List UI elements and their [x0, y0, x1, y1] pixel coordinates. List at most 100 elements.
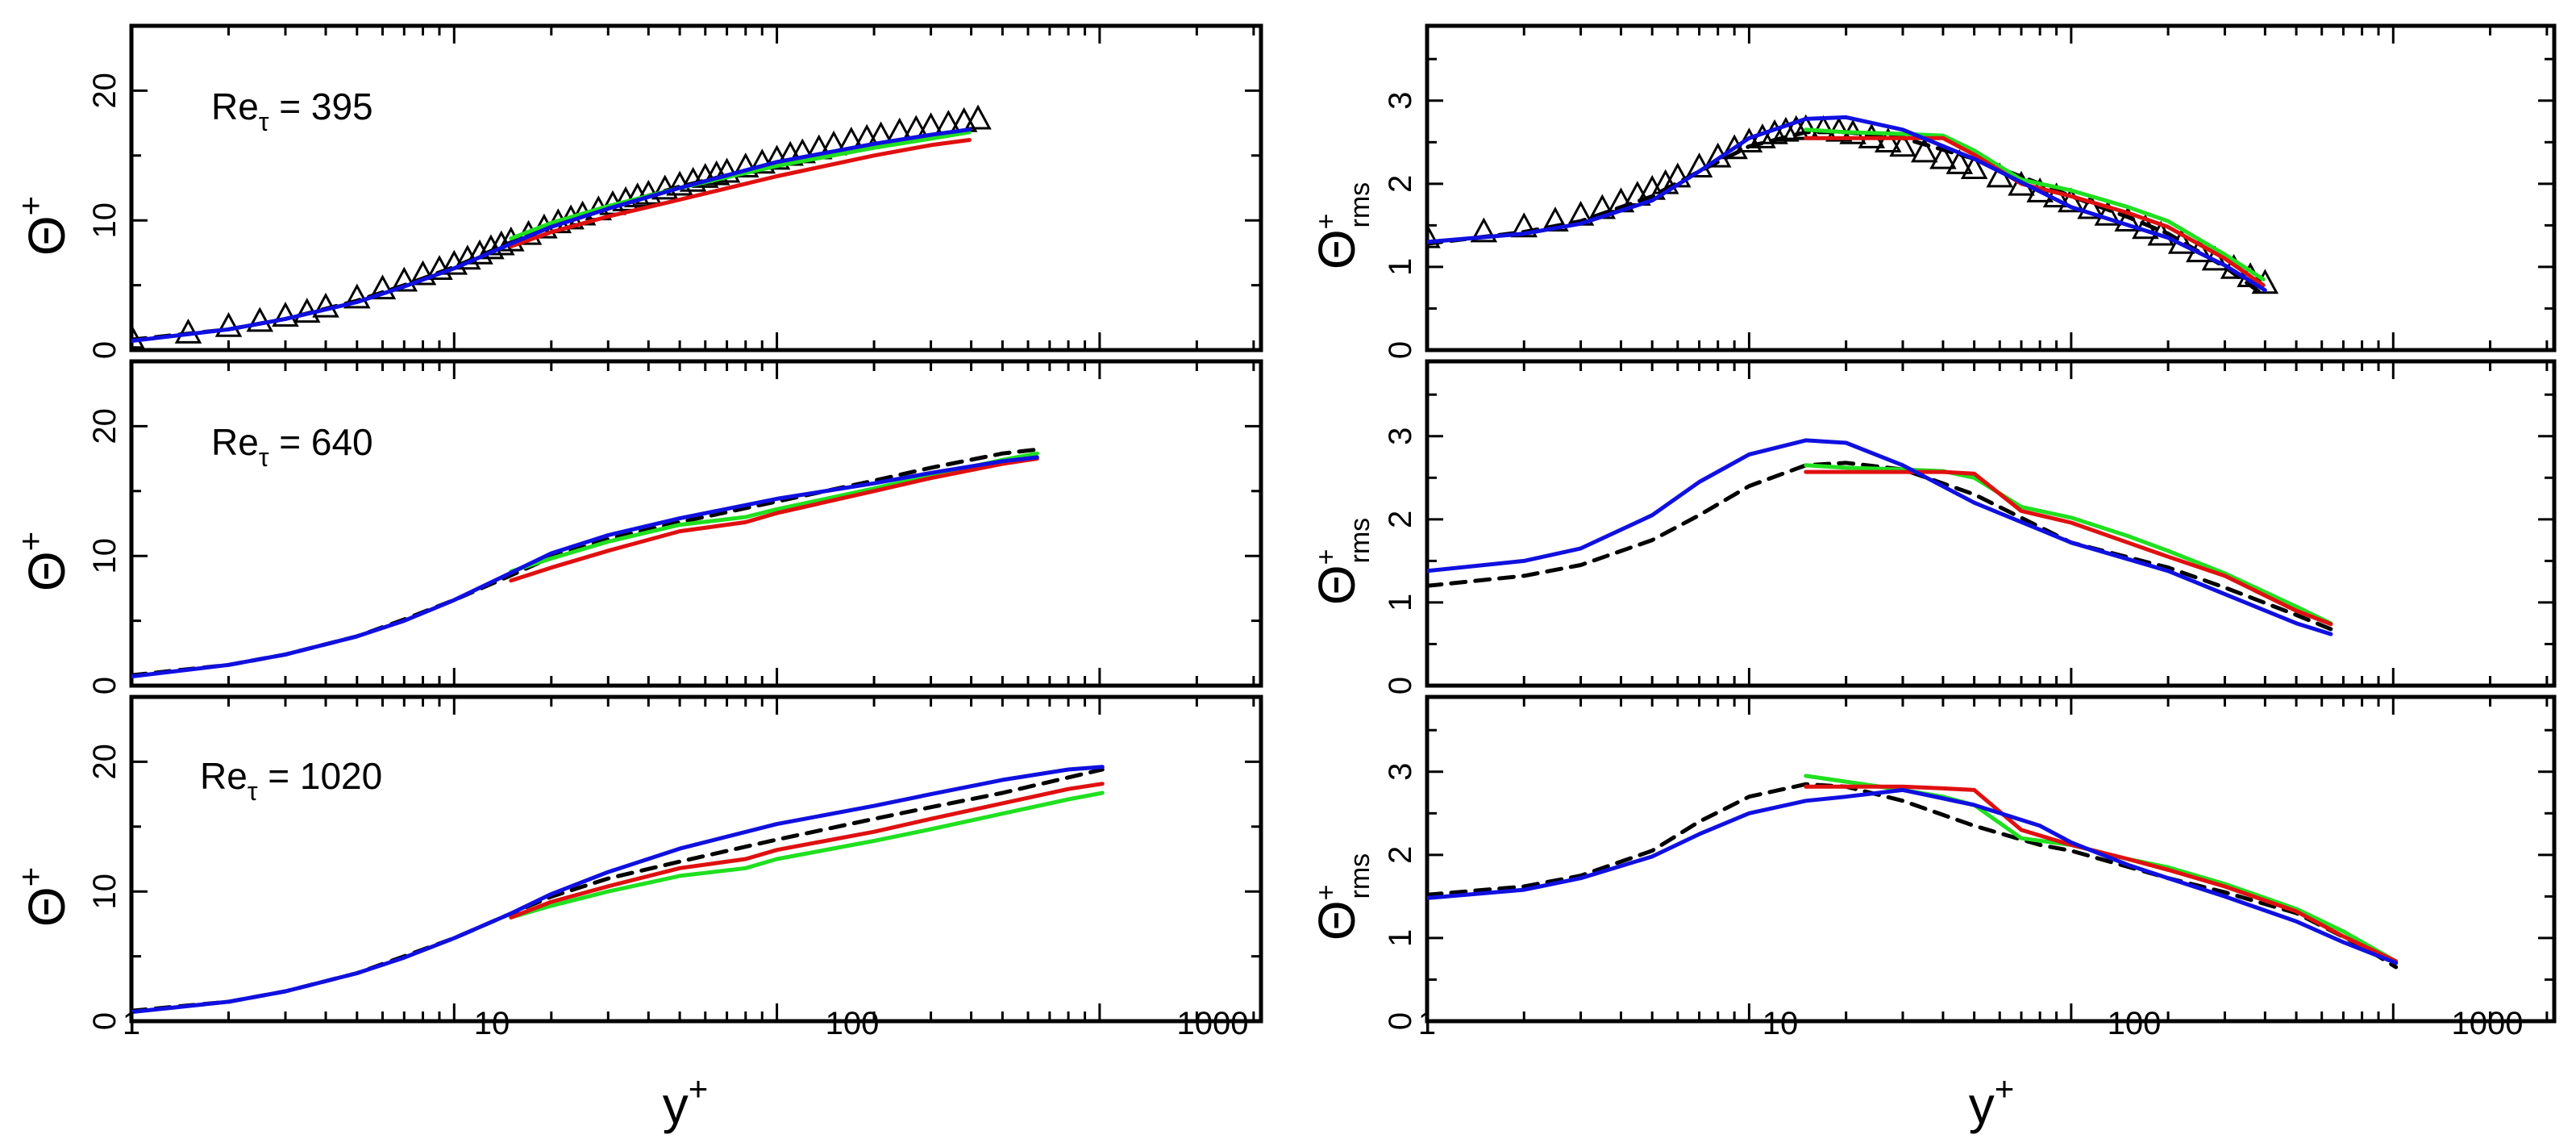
series-line-green	[1804, 463, 2333, 626]
plot-area	[131, 447, 1039, 679]
ytick-label: 1	[1383, 929, 1418, 947]
series-line-black-dashed	[1427, 130, 2267, 298]
series-line-red	[509, 782, 1105, 920]
triangle-marker	[409, 260, 437, 286]
ytick-label: 1	[1383, 594, 1418, 611]
ytick-label: 20	[87, 744, 123, 780]
ylabel-mean-re640: Θ+	[11, 532, 76, 591]
series-line-blue	[1427, 115, 2267, 293]
ylabel-rms-re395: Θ+ rms	[1308, 182, 1375, 269]
panel-mean-re395: 0 10 20	[87, 23, 1263, 359]
triangle-marker	[1874, 127, 1902, 153]
plot-area	[1427, 774, 2399, 970]
xtick-label-right-1000: 1000	[2452, 1006, 2524, 1041]
triangle-marker	[1960, 154, 1988, 180]
series-line-red	[509, 457, 1039, 583]
panel-mean-re1020: 0 10 20	[87, 694, 1263, 1030]
ytick-label: 10	[87, 202, 123, 239]
triangle-marker	[477, 234, 505, 260]
ylabel-mean-re395: Θ+	[11, 196, 76, 256]
ytick-label: 3	[1383, 92, 1418, 110]
triangle-marker	[1910, 137, 1938, 163]
ytick-label: 0	[1383, 677, 1418, 694]
triangle-marker	[1772, 116, 1800, 142]
triangle-marker	[692, 162, 719, 188]
triangle-marker	[1946, 148, 1974, 174]
annotation-re640: Reτ = 640	[211, 421, 373, 472]
ytick-label: 0	[1383, 1012, 1418, 1030]
triangle-marker	[1889, 131, 1916, 157]
series-line-blue	[1427, 438, 2333, 636]
series-line-red	[509, 138, 972, 248]
triangle-marker	[1929, 144, 1957, 169]
panel-rms-re640: 0 1 2 3	[1383, 359, 2557, 694]
triangle-marker	[1542, 206, 1569, 231]
series-line-black-dashed	[1427, 782, 2399, 970]
triangle-marker	[246, 307, 274, 332]
plot-frame	[1425, 23, 2557, 352]
series-line-blue	[131, 765, 1105, 1015]
triangle-marker	[390, 266, 418, 292]
triangle-marker	[702, 160, 730, 186]
plot-frame	[1425, 694, 2557, 1024]
xlabel-right: y+	[1969, 1070, 2015, 1134]
plot-area	[1427, 114, 2279, 298]
ylabel-rms-re640: Θ+ rms	[1308, 518, 1375, 605]
triangle-marker	[343, 283, 371, 309]
ytick-label: 3	[1383, 428, 1418, 445]
ytick-label: 0	[87, 1012, 123, 1030]
xtick-label-right-100: 100	[2108, 1006, 2162, 1041]
plot-area	[131, 104, 992, 349]
ytick-label: 1	[1383, 258, 1418, 276]
series-line-red	[1804, 784, 2399, 964]
xtick-label-right-1: 1	[1418, 1006, 1436, 1041]
xtick-label-left-10: 10	[474, 1006, 510, 1041]
series-line-green	[1804, 127, 2266, 282]
triangle-marker	[131, 323, 145, 349]
series-line-blue	[131, 127, 972, 344]
ylabel-rms-re1020: Θ+ rms	[1308, 853, 1375, 941]
series-line-blue	[131, 455, 1039, 679]
plot-frame	[129, 359, 1263, 688]
xtick-label-left-1: 1	[123, 1006, 140, 1041]
ytick-label: 0	[1383, 341, 1418, 359]
plot-frame	[129, 23, 1263, 352]
ytick-label: 3	[1383, 763, 1418, 781]
annotation-re395: Reτ = 395	[211, 86, 373, 136]
ytick-label: 2	[1383, 846, 1418, 864]
panel-rms-re395: 0 1 2 3	[1383, 23, 2557, 359]
annotation-re1020: Reτ = 1020	[200, 755, 382, 806]
triangle-marker	[1470, 217, 1498, 243]
ytick-label: 10	[87, 538, 123, 574]
plot-area	[1427, 438, 2333, 636]
series-line-green	[509, 790, 1105, 920]
panel-mean-re640: 0 10 20	[87, 359, 1263, 694]
plot-frame	[129, 694, 1263, 1024]
triangle-marker	[2094, 200, 2122, 226]
plot-area	[131, 765, 1105, 1015]
ytick-label: 20	[87, 73, 123, 108]
triangle-marker	[272, 302, 299, 327]
triangle-marker	[368, 274, 397, 300]
triangle-marker	[1510, 212, 1538, 238]
ytick-label: 10	[87, 874, 123, 910]
triangle-marker	[214, 311, 243, 337]
ytick-label: 0	[87, 341, 123, 359]
series-line-black-dashed	[1427, 461, 2333, 632]
xtick-label-right-10: 10	[1762, 1006, 1799, 1041]
panel-rms-re1020: 0 1 2 3	[1383, 694, 2557, 1030]
triangle-marker	[964, 104, 992, 130]
triangle-marker	[2058, 187, 2085, 213]
series-line-blue	[1427, 787, 2399, 966]
triangle-marker	[713, 157, 741, 183]
xtick-label-left-1000: 1000	[1177, 1006, 1249, 1041]
ytick-label: 0	[87, 677, 123, 694]
triangle-marker	[732, 152, 759, 178]
triangle-marker	[1427, 223, 1441, 248]
ytick-label: 2	[1383, 511, 1418, 528]
xlabel-left: y+	[663, 1070, 709, 1134]
ylabel-mean-re1020: Θ+	[11, 867, 76, 927]
xtick-label-left-100: 100	[826, 1006, 880, 1041]
